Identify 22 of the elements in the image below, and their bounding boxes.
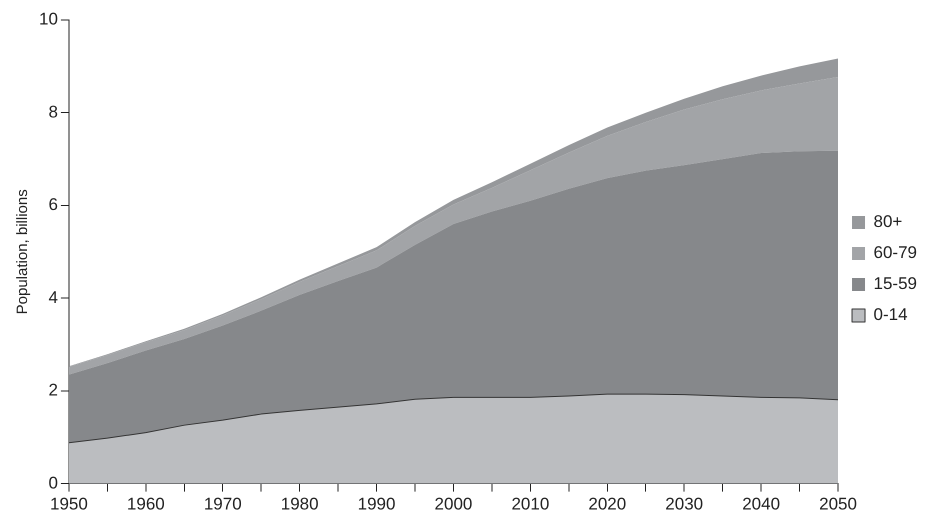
x-tick-label: 2010 bbox=[511, 494, 550, 514]
x-tick-label: 1960 bbox=[126, 494, 165, 514]
y-tick-label: 4 bbox=[48, 288, 58, 307]
y-tick-label: 0 bbox=[48, 473, 58, 492]
y-axis-title: Population, billions bbox=[14, 189, 32, 314]
x-tick-label: 1990 bbox=[358, 494, 396, 514]
x-tick-label: 2050 bbox=[819, 494, 857, 514]
x-tick-label: 1950 bbox=[50, 494, 88, 514]
x-tick-label: 2000 bbox=[434, 494, 472, 514]
x-tick-label: 2020 bbox=[588, 494, 626, 514]
y-tick-label: 8 bbox=[48, 102, 58, 122]
x-tick-label: 1980 bbox=[280, 494, 319, 514]
legend-label: 80+ bbox=[874, 212, 902, 232]
x-tick-label: 2030 bbox=[665, 494, 704, 514]
y-tick-label: 6 bbox=[48, 195, 58, 214]
x-tick-label: 1970 bbox=[204, 494, 242, 514]
legend-label: 15-59 bbox=[874, 274, 918, 294]
x-tick-label: 2040 bbox=[742, 494, 780, 514]
y-tick-label: 10 bbox=[38, 10, 58, 29]
legend-label: 0-14 bbox=[874, 305, 908, 324]
y-tick-label: 2 bbox=[48, 380, 58, 400]
legend-label: 60-79 bbox=[874, 243, 918, 262]
